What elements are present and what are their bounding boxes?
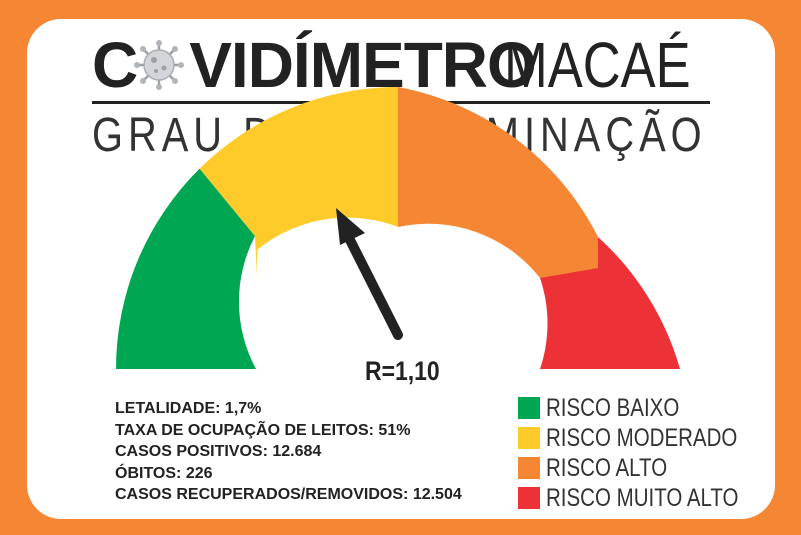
legend: RISCO BAIXO RISCO MODERADO RISCO ALTO RI… bbox=[518, 393, 781, 513]
legend-label: RISCO MUITO ALTO bbox=[546, 483, 739, 512]
gauge-segment-baixo bbox=[116, 168, 256, 369]
title-light: MACAÉ bbox=[504, 29, 691, 101]
stats: LETALIDADE: 1,7% TAXA DE OCUPAÇÃO DE LEI… bbox=[115, 398, 462, 506]
stat-ocupacao: TAXA DE OCUPAÇÃO DE LEITOS: 51% bbox=[115, 421, 411, 439]
legend-item-muito-alto: RISCO MUITO ALTO bbox=[518, 483, 781, 513]
legend-item-moderado: RISCO MODERADO bbox=[518, 423, 781, 453]
stat-positivos: CASOS POSITIVOS: 12.684 bbox=[115, 443, 322, 460]
legend-label: RISCO MODERADO bbox=[546, 423, 738, 452]
gauge-segment-alto-notch bbox=[540, 237, 598, 278]
gauge-segment-alto bbox=[398, 87, 598, 278]
stat-obitos: ÓBITOS: 226 bbox=[115, 464, 213, 482]
gauge-needle bbox=[336, 208, 403, 340]
r-value: R=1,10 bbox=[365, 356, 440, 386]
stat-letalidade: LETALIDADE: 1,7% bbox=[115, 400, 262, 417]
legend-swatch bbox=[518, 487, 540, 509]
gauge-segment-moderado bbox=[199, 87, 398, 276]
legend-swatch bbox=[518, 457, 540, 479]
legend-item-baixo: RISCO BAIXO bbox=[518, 393, 781, 423]
title-bold: C VIDÍMETRO bbox=[92, 29, 537, 101]
virus-icon bbox=[134, 40, 184, 90]
legend-swatch bbox=[518, 427, 540, 449]
legend-swatch bbox=[518, 397, 540, 419]
legend-label: RISCO ALTO bbox=[546, 453, 668, 482]
legend-label: RISCO BAIXO bbox=[546, 393, 680, 422]
title: C VIDÍMETRO MACAÉ bbox=[92, 30, 712, 100]
stat-recuperados: CASOS RECUPERADOS/REMOVIDOS: 12.504 bbox=[115, 486, 462, 503]
legend-item-alto: RISCO ALTO bbox=[518, 453, 781, 483]
